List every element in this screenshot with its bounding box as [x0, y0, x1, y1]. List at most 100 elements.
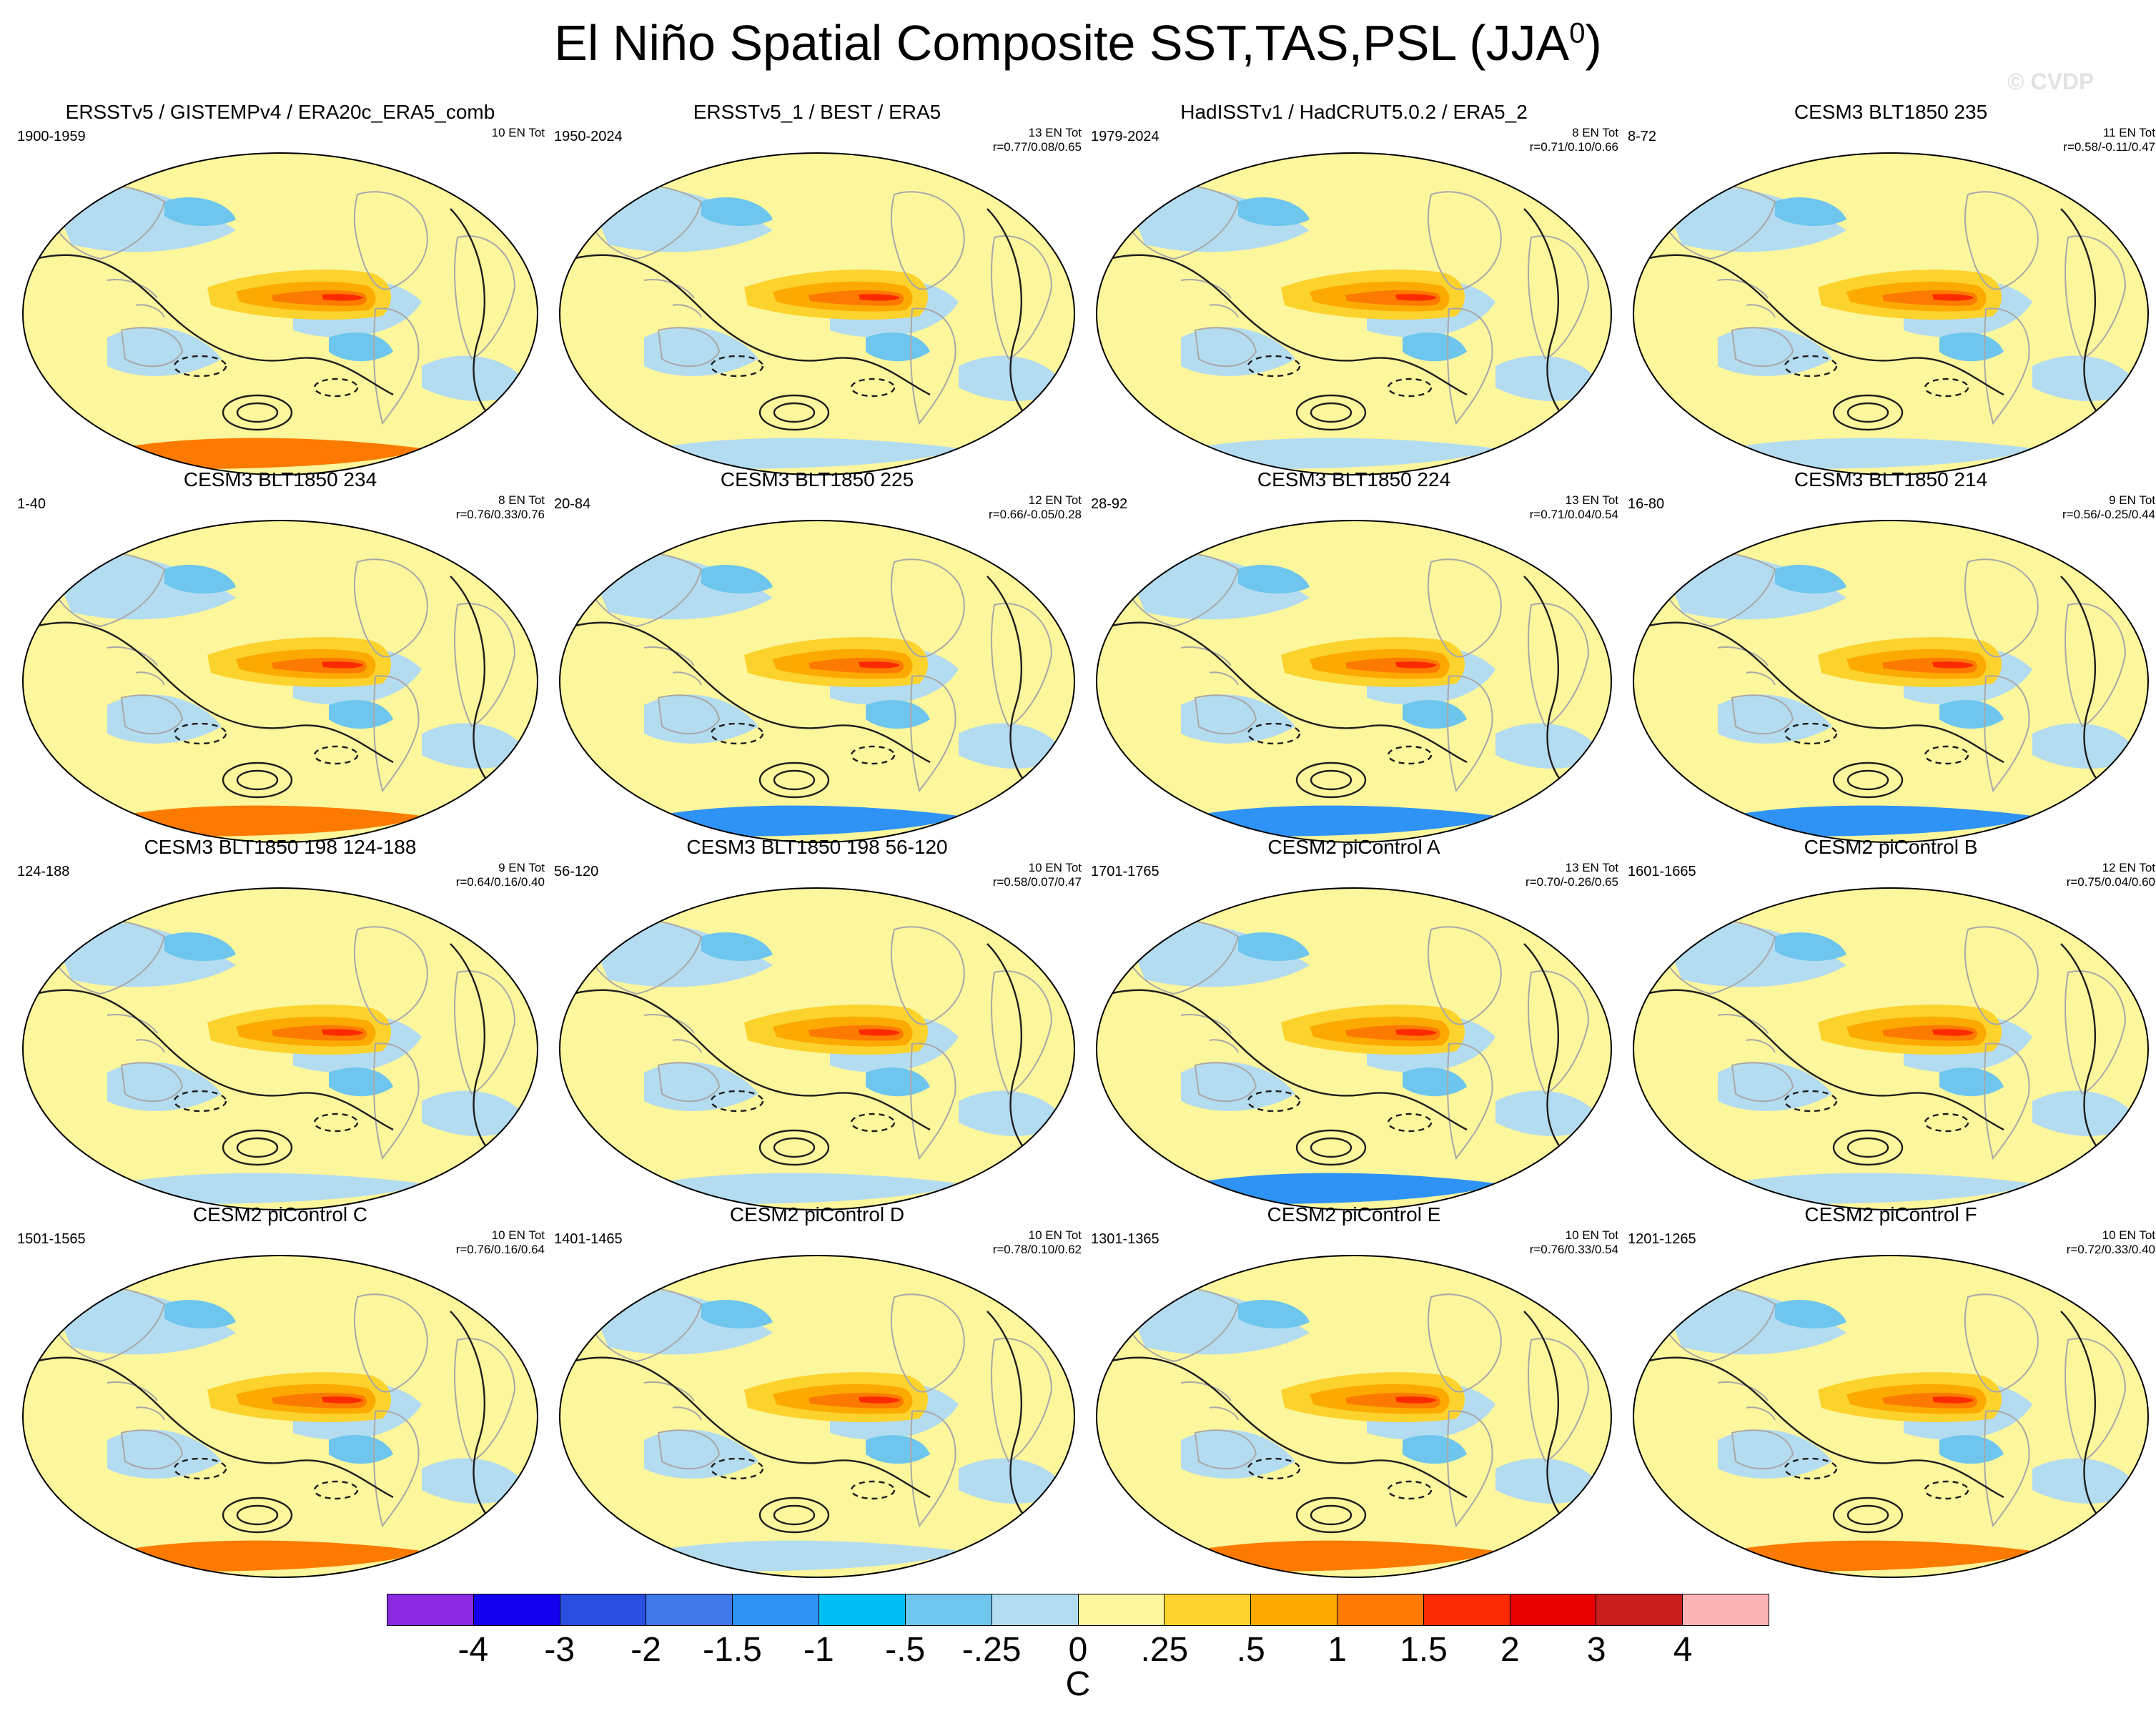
antarctic-anomaly-band	[1174, 1173, 1495, 1204]
panel-event-count: 10 EN Tot	[491, 126, 545, 139]
map-panel: CESM3 BLT1850 235 8-72 11 EN Tot r=0.58/-0.…	[1622, 100, 2156, 483]
cool-anomaly-region	[50, 1289, 236, 1355]
slp-contour-negative	[1387, 745, 1433, 765]
antarctic-anomaly-band	[100, 438, 422, 469]
slp-contour-negative	[1784, 1457, 1838, 1480]
enso-warm-peak	[1882, 1025, 1977, 1041]
colorbar-tick-label: -1	[803, 1631, 834, 1669]
cool-anomaly-core	[329, 699, 393, 729]
coastline-australia	[657, 327, 721, 368]
colorbar-tick-label: 1.5	[1400, 1631, 1448, 1669]
panel-title: CESM3 BLT1850 235	[1794, 101, 1988, 123]
antarctic-anomaly-band	[1711, 438, 2032, 469]
robinson-map	[559, 520, 1075, 843]
panel-event-count: 9 EN Tot	[498, 861, 545, 874]
slp-contour-high	[773, 769, 816, 791]
coastline-north-america	[1964, 191, 2039, 290]
antarctic-anomaly-band	[1711, 1173, 2032, 1204]
slp-contour	[1646, 621, 2004, 764]
coastline-north-america	[890, 1293, 965, 1393]
panel-years: 1701-1765	[1091, 864, 1159, 879]
coastline-north-america	[353, 191, 428, 290]
cool-anomaly-region	[587, 922, 773, 987]
panel-years: 28-92	[1091, 496, 1128, 512]
cool-anomaly-region	[1661, 187, 1846, 252]
enso-warm-peak	[808, 290, 904, 306]
colorbar-box	[733, 1594, 820, 1625]
slp-contour-negative	[710, 1090, 764, 1113]
slp-contour-negative	[1387, 1113, 1433, 1133]
cool-anomaly-region	[1124, 554, 1310, 620]
cool-anomaly-core	[701, 197, 773, 227]
robinson-map	[559, 1255, 1075, 1578]
panel-stats: 12 EN Tot r=0.66/-0.05/0.28	[989, 493, 1082, 522]
panel-years: 16-80	[1628, 496, 1665, 512]
slp-contour	[35, 254, 394, 396]
robinson-map	[1633, 152, 2149, 475]
cool-anomaly-core	[1775, 565, 1846, 594]
panel-event-count: 10 EN Tot	[2102, 1228, 2155, 1242]
slp-contour-high	[1846, 1137, 1889, 1158]
panel-stats: 10 EN Tot r=0.72/0.33/0.40	[2067, 1228, 2155, 1257]
cool-anomaly-region	[422, 355, 529, 401]
coastline-africa	[454, 235, 516, 360]
colorbar-box	[387, 1594, 474, 1625]
map-panel: ERSSTv5 / GISTEMPv4 / ERA20c_ERA5_comb 19…	[11, 100, 549, 483]
enso-warm-peak	[1882, 657, 1977, 674]
panel-title: CESM3 BLT1850 198 124-188	[144, 836, 417, 858]
colorbar-tick-label: 4	[1673, 1631, 1693, 1669]
colorbar-tick-label: 3	[1586, 1631, 1606, 1669]
robinson-map	[1096, 152, 1612, 475]
slp-contour-high	[1310, 1137, 1353, 1158]
map-outline	[22, 1255, 538, 1578]
colorbar-unit: C	[1065, 1665, 1091, 1703]
colorbar-box	[1078, 1594, 1165, 1625]
robinson-map	[22, 887, 538, 1210]
panel-stats: 11 EN Tot r=0.58/-0.11/0.47	[2063, 126, 2155, 154]
coastline-africa	[2064, 970, 2127, 1095]
map-panel: CESM2 piControl D 1401-1465 10 EN Tot r=0.7…	[548, 1203, 1086, 1585]
cool-anomaly-region	[1661, 922, 1846, 987]
slp-contour	[1646, 989, 2004, 1131]
panel-event-count: 9 EN Tot	[2109, 493, 2155, 507]
cool-anomaly-region	[1495, 1458, 1603, 1504]
map-outline	[1633, 887, 2149, 1210]
enso-warm-peak	[1345, 657, 1440, 674]
slp-contour-high	[773, 1137, 816, 1158]
colorbar-box	[1683, 1594, 1769, 1625]
coastline-south-america	[373, 307, 420, 425]
panel-event-count: 13 EN Tot	[1028, 126, 1082, 139]
panel-stats: 9 EN Tot r=0.56/-0.25/0.44	[2062, 493, 2155, 522]
cool-anomaly-region	[959, 355, 1066, 401]
slp-contour-negative	[1924, 1113, 1969, 1133]
robinson-map	[22, 152, 538, 475]
antarctic-anomaly-band	[1174, 805, 1495, 837]
map-outline	[1633, 152, 2149, 475]
panel-title: CESM2 piControl B	[1804, 836, 1978, 858]
colorbar-box	[1423, 1594, 1510, 1625]
slp-contour-negative	[1387, 378, 1433, 398]
cool-anomaly-region	[1124, 922, 1310, 987]
slp-contour	[1109, 1356, 1468, 1499]
slp-contour-high	[773, 402, 816, 423]
coastline-south-america	[1984, 307, 2030, 425]
cool-anomaly-region	[1661, 1289, 1846, 1355]
coastline-australia	[1194, 694, 1257, 735]
slp-contour-negative	[1784, 355, 1838, 378]
panel-stats: 9 EN Tot r=0.64/0.16/0.40	[456, 861, 545, 889]
enso-warm-max	[322, 661, 363, 669]
slp-contour	[35, 621, 394, 764]
colorbar-box	[646, 1594, 733, 1625]
panel-stats: 13 EN Tot r=0.71/0.04/0.54	[1530, 493, 1618, 522]
coastline-africa	[991, 235, 1053, 360]
slp-contour-negative	[1784, 1090, 1838, 1113]
enso-warm-max	[322, 294, 363, 301]
cool-anomaly-core	[1775, 932, 1846, 962]
panel-years: 56-120	[554, 864, 599, 879]
colorbar-box	[1337, 1594, 1424, 1625]
coastline-north-america	[1427, 1293, 1502, 1393]
slp-contour-high	[1832, 1496, 1904, 1534]
cool-anomaly-core	[1939, 699, 2004, 729]
cool-anomaly-region	[2032, 1090, 2140, 1136]
cool-anomaly-core	[1403, 1434, 1467, 1464]
